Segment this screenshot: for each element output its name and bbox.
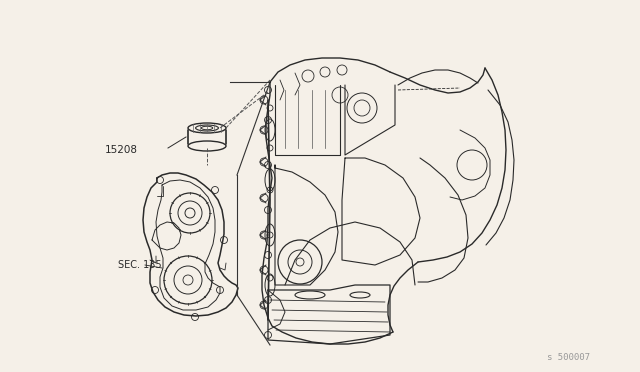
Text: 15208: 15208: [105, 145, 138, 155]
Text: SEC. 135: SEC. 135: [118, 260, 162, 270]
Text: s 500007: s 500007: [547, 353, 590, 362]
